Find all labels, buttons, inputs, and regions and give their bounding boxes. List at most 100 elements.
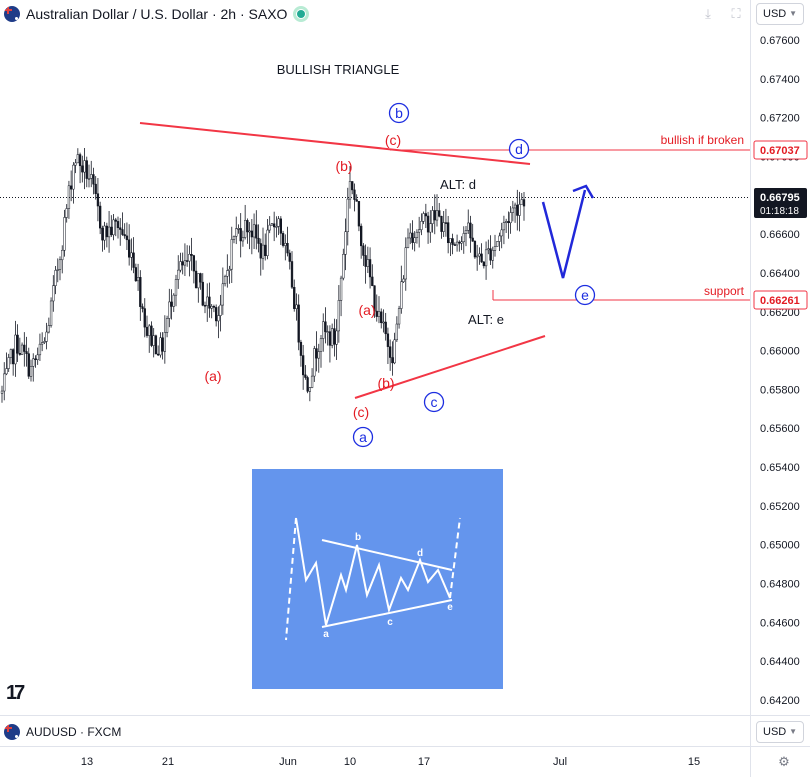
candle	[404, 237, 407, 291]
candle	[382, 309, 385, 333]
candle	[226, 254, 229, 288]
candle	[259, 238, 262, 276]
gear-icon[interactable]: ⚙	[778, 754, 790, 769]
candle	[3, 362, 6, 401]
candle	[70, 170, 73, 202]
y-axis[interactable]: 0.676000.674000.672000.670000.668000.666…	[760, 35, 800, 707]
symbol-title[interactable]: Australian Dollar / U.S. Dollar · 2h · S…	[26, 6, 288, 22]
candle	[391, 341, 394, 376]
candle	[215, 304, 218, 327]
upper-trendline[interactable]	[139, 122, 531, 165]
candle	[277, 216, 280, 236]
candle	[228, 265, 231, 284]
price-tag-support[interactable]: 0.66261	[753, 290, 808, 310]
candle	[219, 294, 222, 332]
candle	[116, 216, 120, 239]
candle	[38, 333, 42, 362]
candle	[306, 375, 309, 394]
candle	[65, 204, 68, 223]
inset-label: a	[323, 629, 329, 640]
candle	[9, 348, 13, 365]
candle	[34, 355, 37, 368]
candle	[487, 239, 490, 255]
candle	[393, 332, 396, 365]
candle	[424, 203, 427, 228]
y-tick-label: 0.66400	[760, 268, 800, 280]
candle	[54, 265, 57, 295]
wave-label: b	[395, 105, 403, 121]
candle	[453, 242, 456, 246]
candle	[58, 256, 62, 281]
candle	[493, 234, 497, 257]
candle	[139, 270, 142, 321]
candle	[199, 272, 202, 290]
candle	[507, 211, 510, 239]
candle	[197, 273, 200, 303]
wave-circle	[352, 426, 374, 448]
candle	[148, 323, 151, 353]
candle	[451, 233, 454, 255]
candle	[366, 246, 369, 274]
candle	[418, 216, 421, 248]
candle	[237, 224, 240, 234]
wave-label: (a)	[204, 368, 221, 384]
lower-trendline[interactable]	[354, 335, 546, 399]
candle	[23, 332, 26, 367]
candle	[478, 247, 481, 265]
candle	[464, 226, 468, 247]
x-tick-label: 10	[344, 756, 356, 768]
price-tag-bullish[interactable]: 0.67037	[753, 140, 808, 160]
candle	[326, 325, 329, 346]
candle	[476, 244, 479, 271]
x-tick-label: 21	[162, 756, 174, 768]
wave-label: d	[515, 141, 523, 157]
footer-symbol: AUDUSD · FXCM	[4, 724, 121, 740]
currency-selector-top[interactable]: USD ▼	[756, 3, 804, 25]
x-tick-label: 15	[688, 756, 700, 768]
candle	[371, 264, 374, 287]
bullish-triangle-inset: b d a c e	[252, 469, 503, 689]
fullscreen-icon[interactable]: ⛶	[731, 6, 741, 21]
candle	[402, 275, 405, 283]
candle	[246, 218, 249, 244]
candle	[281, 230, 285, 248]
candle	[415, 229, 419, 244]
candle	[351, 181, 354, 195]
candle	[357, 201, 361, 232]
candle	[449, 238, 452, 257]
chevron-down-icon: ▼	[789, 727, 797, 736]
candle	[273, 211, 276, 242]
australia-flag-icon	[4, 6, 20, 22]
candle	[119, 218, 122, 246]
download-icon[interactable]: ⤓	[705, 6, 711, 21]
candle	[444, 208, 448, 237]
candle	[313, 345, 316, 382]
candle	[355, 194, 358, 202]
candle	[266, 218, 269, 260]
candle	[235, 216, 238, 245]
candle	[177, 255, 180, 289]
wave-label: (c)	[385, 132, 401, 148]
candle	[344, 218, 347, 271]
candle	[380, 308, 383, 329]
svg-text:0.66795: 0.66795	[760, 192, 800, 204]
y-tick-label: 0.66600	[760, 229, 800, 241]
price-tag-current[interactable]: 0.66795 01:18:18	[754, 188, 807, 218]
candle	[232, 235, 236, 244]
candle	[429, 210, 432, 243]
candle	[505, 218, 508, 233]
y-tick-label: 0.66200	[760, 307, 800, 319]
candle	[81, 155, 84, 183]
candle	[152, 328, 155, 358]
candle	[500, 222, 503, 249]
candle	[480, 243, 483, 263]
candle	[107, 211, 111, 253]
candle	[103, 221, 106, 250]
candle	[297, 294, 300, 351]
currency-selector-bottom[interactable]: USD ▼	[756, 721, 804, 743]
candle	[190, 237, 193, 271]
x-axis[interactable]: 13 21 Jun 10 17 Jul 15	[81, 756, 700, 768]
chart-header: Australian Dollar / U.S. Dollar · 2h · S…	[4, 5, 310, 23]
candle	[293, 279, 296, 312]
